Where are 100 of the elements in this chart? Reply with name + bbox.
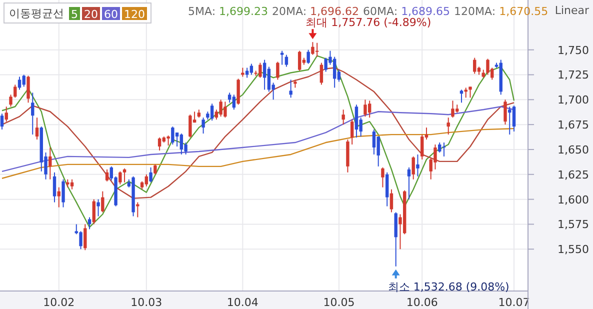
candlestick xyxy=(512,105,516,132)
candlestick xyxy=(486,58,490,76)
candlestick xyxy=(4,106,8,122)
candlestick xyxy=(280,50,284,66)
text: 60 xyxy=(104,8,118,21)
y-tick-label: 1,700 xyxy=(558,94,589,107)
y-tick-label: 1,600 xyxy=(558,193,589,206)
candlestick xyxy=(504,99,507,126)
candlestick xyxy=(407,166,411,200)
candlestick xyxy=(48,146,52,180)
candlestick xyxy=(232,94,236,110)
candlestick xyxy=(144,174,148,187)
candlestick xyxy=(52,172,56,203)
candlestick xyxy=(202,117,205,134)
candlestick xyxy=(442,142,446,157)
candlestick xyxy=(473,57,476,74)
candlestick xyxy=(381,166,384,188)
candlestick xyxy=(35,117,39,140)
candlestick xyxy=(416,154,420,177)
candlestick xyxy=(57,186,60,208)
candlestick xyxy=(298,50,302,72)
candlestick xyxy=(364,99,367,118)
candlestick xyxy=(342,109,345,126)
candlestick xyxy=(464,87,468,98)
text: 120 xyxy=(124,8,145,21)
candlestick xyxy=(118,170,122,185)
candlestick xyxy=(101,190,104,213)
candlestick xyxy=(394,212,398,267)
candlestick xyxy=(390,188,394,213)
candlestick xyxy=(228,92,232,104)
candlestick xyxy=(460,89,464,104)
candlestick xyxy=(22,74,26,88)
candlestick xyxy=(267,66,271,92)
text: 5 xyxy=(71,8,78,21)
text: 20 xyxy=(84,8,98,21)
candlestick xyxy=(284,54,288,68)
text: Linear xyxy=(554,4,590,17)
x-tick-label: 10.05 xyxy=(323,296,355,309)
candlestick xyxy=(79,230,82,250)
y-tick-label: 1,575 xyxy=(558,218,589,232)
y-tick-label: 1,550 xyxy=(558,243,589,256)
legend-title: 이동평균선 xyxy=(9,7,64,20)
candlestick xyxy=(92,198,96,225)
candlestick xyxy=(385,172,389,207)
candlestick xyxy=(158,137,162,151)
candlestick xyxy=(88,216,92,230)
x-tick-label: 10.04 xyxy=(226,296,258,309)
x-tick-label: 10.06 xyxy=(406,296,438,309)
annotation: 최소 1,532.68 (9.08%) xyxy=(388,280,510,294)
candlestick xyxy=(14,84,17,98)
candlestick xyxy=(315,42,319,58)
candlestick xyxy=(320,62,324,86)
candlestick xyxy=(289,79,292,98)
candlestick xyxy=(0,113,4,130)
annotation: 60MA: 1,689.65 xyxy=(363,5,450,18)
candlestick xyxy=(96,198,100,217)
candlestick xyxy=(166,135,170,146)
candlestick xyxy=(420,134,424,160)
candlestick xyxy=(332,56,336,88)
candlestick xyxy=(306,49,310,64)
candlestick xyxy=(412,156,415,180)
candlestick xyxy=(149,166,152,183)
x-tick-label: 10.07 xyxy=(498,296,530,309)
annotation: 20MA: 1,696.62 xyxy=(272,5,360,18)
candlestick xyxy=(122,168,126,183)
candlestick xyxy=(368,100,372,118)
candlestick xyxy=(154,164,157,175)
candlestick xyxy=(354,104,358,138)
candlestick xyxy=(434,144,437,170)
candlestick xyxy=(188,114,192,138)
candlestick xyxy=(26,75,30,104)
candlestick xyxy=(372,129,376,155)
candlestick xyxy=(180,133,184,155)
candlestick xyxy=(171,126,174,146)
annotation: 120MA: 1,670.55 xyxy=(454,5,548,18)
candlestick xyxy=(350,119,354,146)
candlestick xyxy=(250,63,254,76)
candlestick xyxy=(84,224,87,251)
candlestick xyxy=(70,178,74,190)
x-tick-label: 10.02 xyxy=(43,296,75,309)
candlestick xyxy=(31,92,34,136)
candlestick xyxy=(438,142,442,153)
candlestick xyxy=(18,76,22,90)
x-tick-label: 10.03 xyxy=(130,296,162,309)
candlestick xyxy=(446,117,450,136)
annotation: 5MA: 1,699.23 xyxy=(188,5,268,18)
y-tick-label: 1,675 xyxy=(558,118,589,132)
candlestick xyxy=(508,106,512,136)
candlestick xyxy=(311,42,314,56)
y-tick-label: 1,750 xyxy=(558,44,589,57)
candlestick xyxy=(276,61,280,80)
candlestick xyxy=(236,78,240,106)
annotation: 최대 1,757.76 (-4.89%) xyxy=(306,16,432,30)
candlestick xyxy=(105,168,109,182)
y-tick-label: 1,725 xyxy=(558,68,589,82)
candlestick xyxy=(9,94,12,108)
candlestick xyxy=(210,103,214,122)
candlestick xyxy=(136,202,140,218)
candlestick xyxy=(451,100,454,118)
y-tick-label: 1,650 xyxy=(558,143,589,156)
